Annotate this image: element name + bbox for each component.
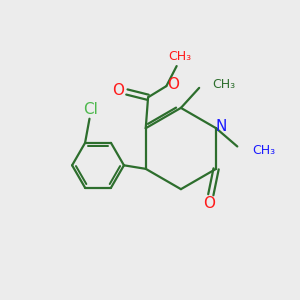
Text: CH₃: CH₃ — [252, 144, 275, 158]
Text: CH₃: CH₃ — [212, 78, 236, 92]
Text: O: O — [167, 77, 179, 92]
Text: O: O — [112, 83, 124, 98]
Text: CH₃: CH₃ — [169, 50, 192, 63]
Text: N: N — [216, 119, 227, 134]
Text: Cl: Cl — [82, 102, 98, 117]
Text: O: O — [203, 196, 215, 211]
